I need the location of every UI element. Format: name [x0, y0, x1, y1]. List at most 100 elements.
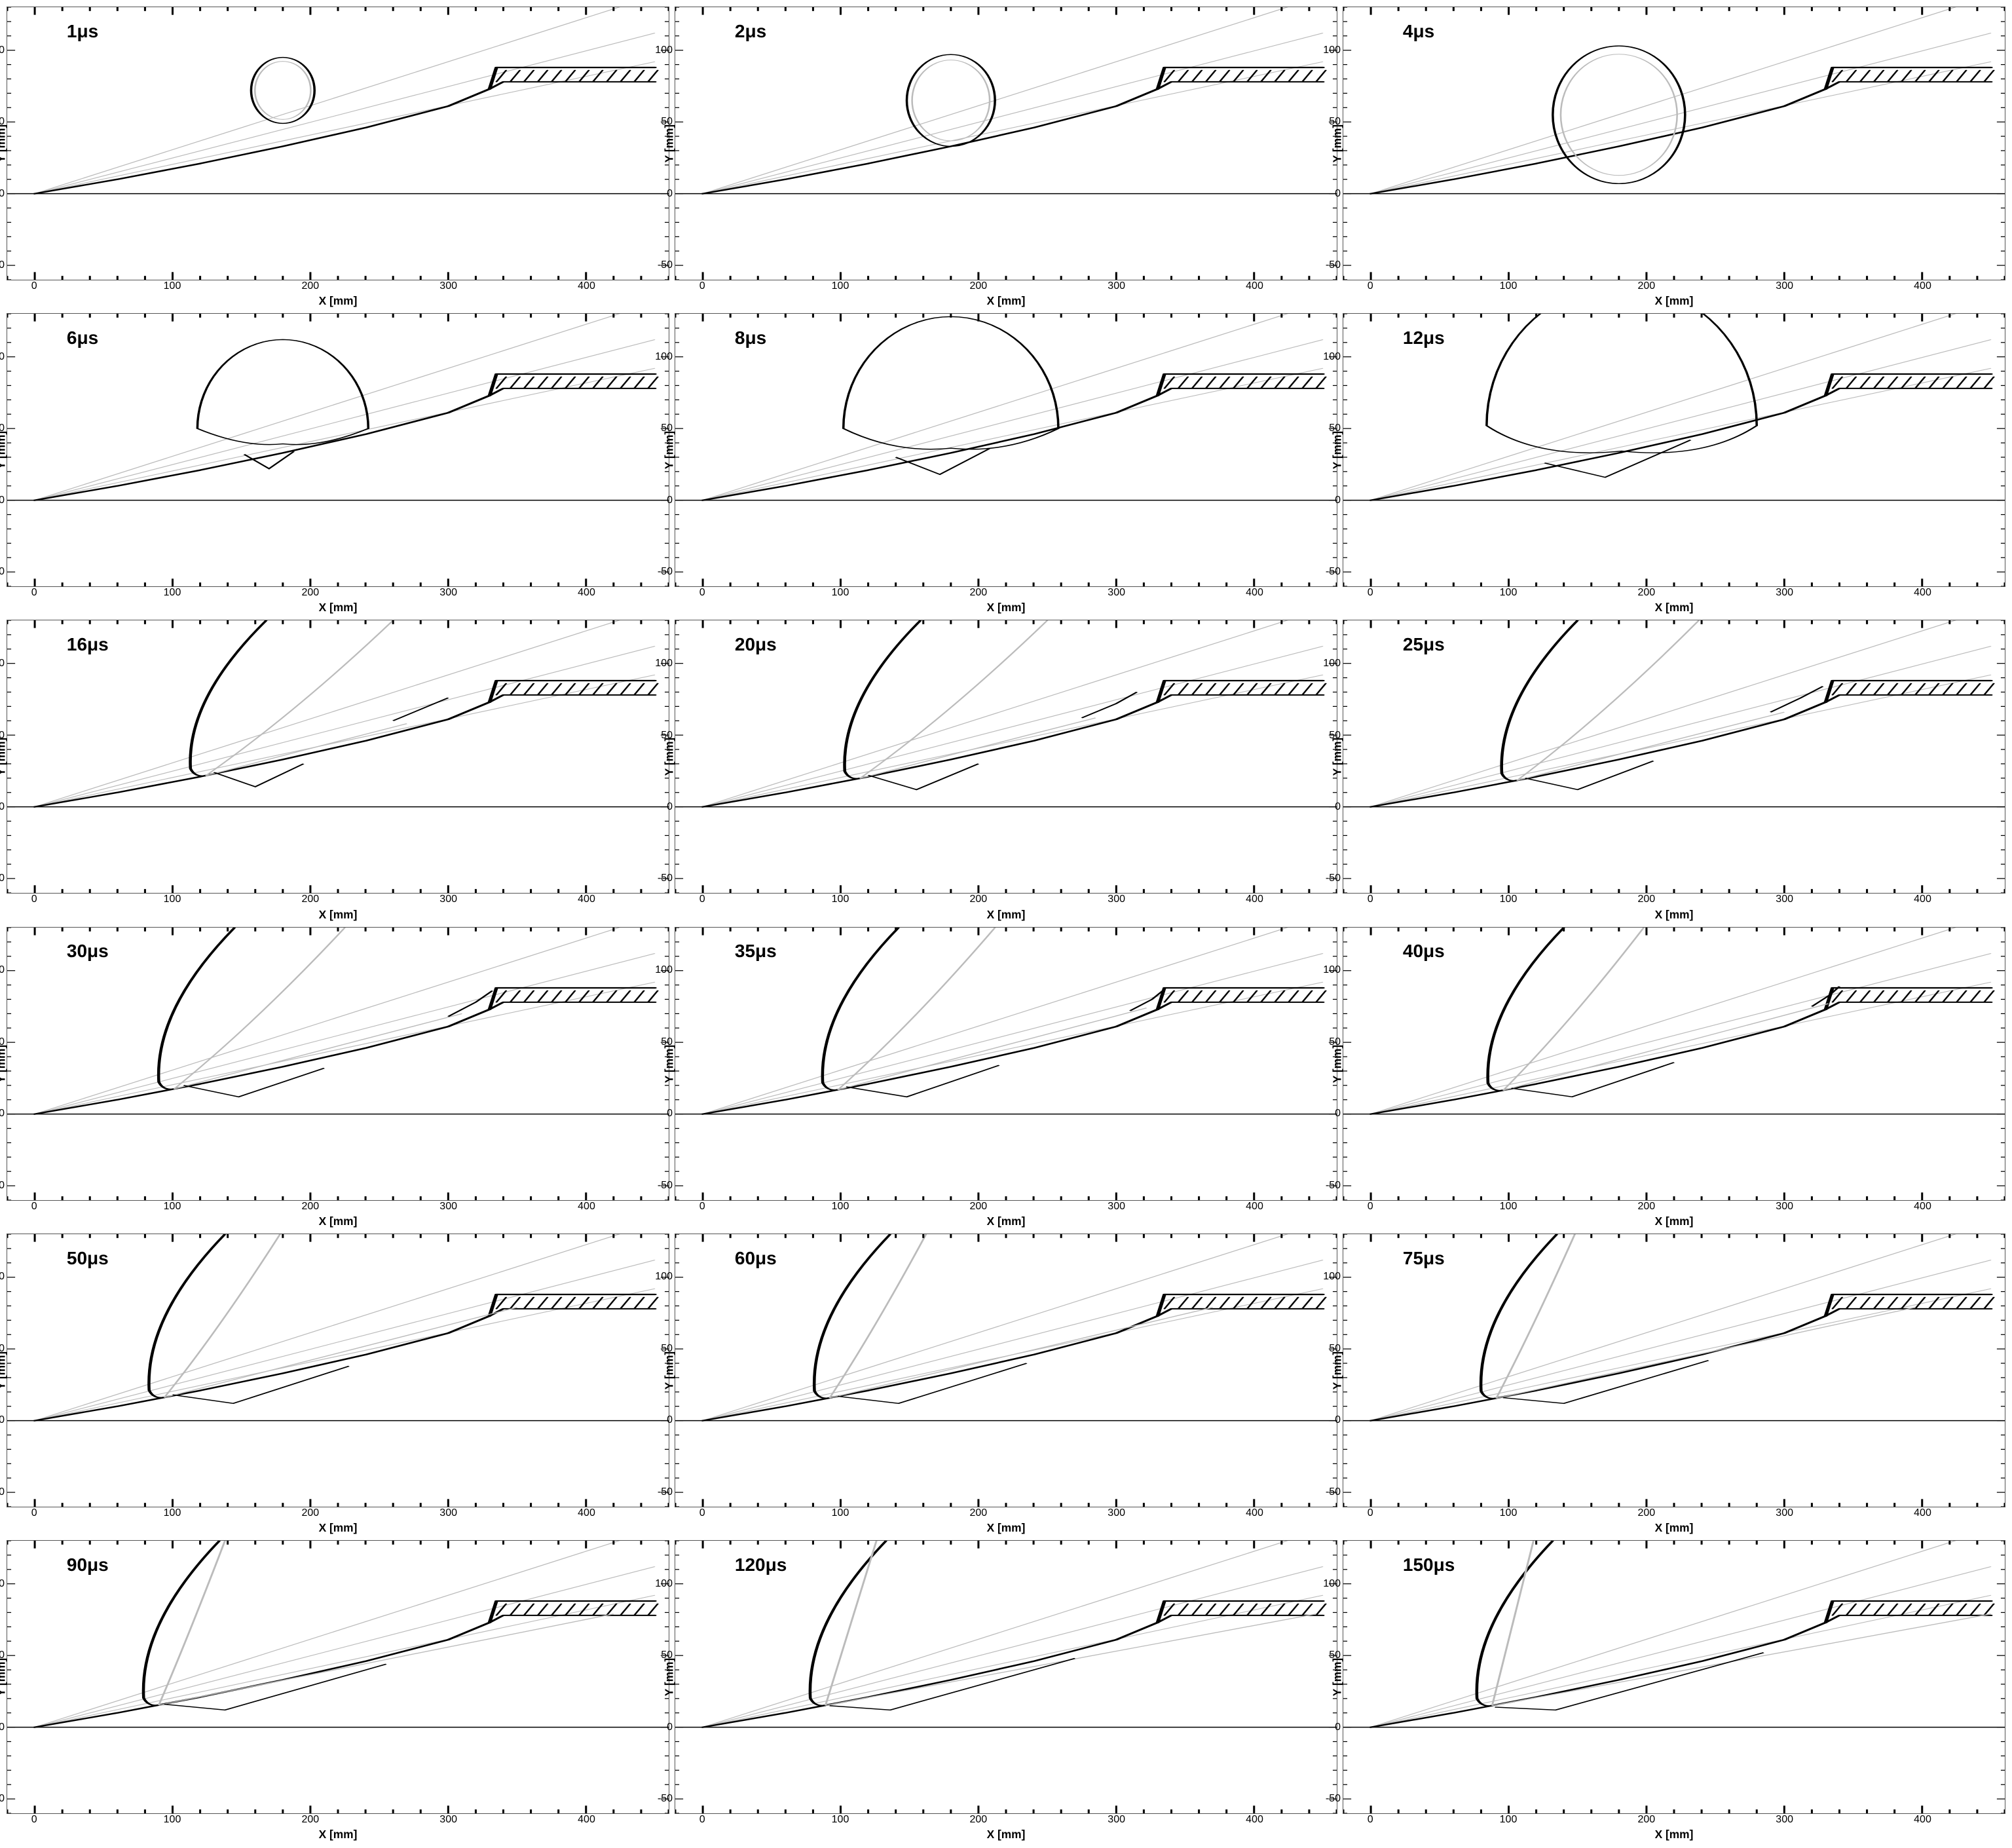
panel-1: 2μsY [mm]-500501000100200300400X [mm] — [675, 7, 1337, 308]
time-label: 25μs — [1403, 634, 1445, 655]
plot-area: 8μsY [mm]-50050100 — [675, 313, 1337, 587]
panel-17: 150μsY [mm]-500501000100200300400X [mm] — [1343, 1540, 2005, 1841]
y-axis-title: Y [mm] — [1331, 1044, 1345, 1082]
x-tick-label: 300 — [1108, 894, 1125, 905]
x-tick-label: 0 — [1368, 1814, 1373, 1826]
y-tick-label: 50 — [0, 1343, 5, 1355]
x-axis-title: X [mm] — [1343, 908, 2005, 922]
y-axis-title: Y [mm] — [1331, 1658, 1345, 1696]
y-axis-title: Y [mm] — [1331, 431, 1345, 469]
x-axis-title: X [mm] — [1343, 1215, 2005, 1228]
plot-area: 35μsY [mm]-50050100 — [675, 927, 1337, 1201]
x-tick-label: 100 — [832, 1201, 849, 1213]
y-tick-label: 50 — [661, 1036, 673, 1048]
y-tick-label: 100 — [0, 964, 5, 976]
x-tick-label: 300 — [1776, 280, 1793, 292]
x-tick-label: 100 — [164, 1814, 181, 1826]
y-tick-label: 0 — [667, 1722, 673, 1733]
y-tick-label: 50 — [1329, 1650, 1341, 1661]
time-label: 1μs — [67, 21, 98, 42]
x-tick-label: 0 — [699, 280, 705, 292]
time-label: 30μs — [67, 941, 109, 962]
panel-3: 6μsY [mm]-500501000100200300400X [mm] — [7, 313, 669, 614]
x-tick-label: 0 — [699, 894, 705, 905]
x-tick-label: 400 — [1246, 1507, 1263, 1519]
y-axis-title: Y [mm] — [663, 431, 677, 469]
time-label: 2μs — [735, 21, 766, 42]
x-tick-label: 300 — [439, 1814, 457, 1826]
y-tick-label: 50 — [661, 1650, 673, 1661]
x-tick-label: 300 — [439, 1201, 457, 1213]
y-tick-label: -50 — [658, 1486, 673, 1498]
x-tick-label: 200 — [301, 1507, 319, 1519]
plot-area: 25μsY [mm]-50050100 — [1343, 620, 2005, 894]
x-tick-label: 300 — [1776, 1201, 1793, 1213]
x-axis-title: X [mm] — [675, 601, 1337, 614]
plot-area: 4μsY [mm]-50050100 — [1343, 7, 2005, 280]
x-tick-label: 100 — [832, 1814, 849, 1826]
x-tick-label: 200 — [1637, 587, 1655, 599]
y-tick-label: 100 — [655, 964, 673, 976]
plot-area: 120μsY [mm]-50050100 — [675, 1540, 1337, 1814]
y-tick-label: 100 — [0, 1271, 5, 1283]
y-axis-title: Y [mm] — [1331, 1351, 1345, 1389]
panel-13: 60μsY [mm]-500501000100200300400X [mm] — [675, 1234, 1337, 1535]
y-tick-label: -50 — [658, 1793, 673, 1805]
x-tick-label: 200 — [969, 280, 987, 292]
panel-16: 120μsY [mm]-500501000100200300400X [mm] — [675, 1540, 1337, 1841]
panel-7: 20μsY [mm]-500501000100200300400X [mm] — [675, 620, 1337, 921]
x-tick-label: 300 — [1776, 1814, 1793, 1826]
figure-grid: 1μs Y [mm] -50 0 50 100 0 100 200 300 400 X [mm] 2μs… — [0, 0, 2012, 1848]
x-tick-label: 0 — [31, 280, 37, 292]
y-tick-label: 50 — [0, 730, 5, 742]
y-tick-label: -50 — [0, 1486, 5, 1498]
y-tick-label: 0 — [0, 1414, 5, 1426]
x-tick-label: 0 — [699, 587, 705, 599]
x-tick-label: 100 — [832, 587, 849, 599]
y-tick-label: 100 — [1323, 45, 1341, 56]
time-label: 16μs — [67, 634, 109, 655]
y-tick-label: -50 — [0, 873, 5, 884]
x-tick-label: 400 — [1914, 1507, 1931, 1519]
plot-area: 20μsY [mm]-50050100 — [675, 620, 1337, 894]
x-tick-label: 0 — [31, 1507, 37, 1519]
time-label: 4μs — [1403, 21, 1434, 42]
x-tick-label: 0 — [1368, 1201, 1373, 1213]
x-tick-label: 200 — [1637, 1814, 1655, 1826]
y-tick-label: -50 — [0, 1793, 5, 1805]
x-axis-title: X [mm] — [1343, 1521, 2005, 1535]
x-tick-label: 200 — [969, 1201, 987, 1213]
y-tick-label: 0 — [0, 495, 5, 506]
x-axis-title: X [mm] — [675, 908, 1337, 922]
x-axis-title: X [mm] — [7, 294, 669, 308]
x-tick-label: 300 — [1776, 1507, 1793, 1519]
x-tick-label: 100 — [164, 587, 181, 599]
time-label: 60μs — [735, 1248, 777, 1269]
time-label: 90μs — [67, 1555, 109, 1575]
x-axis-title: X [mm] — [1343, 601, 2005, 614]
x-tick-label: 200 — [969, 1814, 987, 1826]
x-axis-title: X [mm] — [7, 1215, 669, 1228]
panel-8: 25μsY [mm]-500501000100200300400X [mm] — [1343, 620, 2005, 921]
x-tick-label: 100 — [832, 280, 849, 292]
y-tick-label: 0 — [1335, 1414, 1341, 1426]
x-tick-label: 300 — [1108, 1814, 1125, 1826]
x-tick-label: 400 — [1246, 1814, 1263, 1826]
plot-area: 2μsY [mm]-50050100 — [675, 7, 1337, 280]
x-tick-label: 0 — [1368, 1507, 1373, 1519]
x-tick-label: 100 — [832, 894, 849, 905]
x-tick-label: 400 — [578, 1201, 595, 1213]
x-tick-label: 100 — [164, 1201, 181, 1213]
y-tick-label: 0 — [1335, 1108, 1341, 1120]
x-axis-title: X [mm] — [675, 1828, 1337, 1841]
x-tick-label: 400 — [1246, 587, 1263, 599]
y-tick-label: 50 — [661, 423, 673, 434]
panel-2: 4μsY [mm]-500501000100200300400X [mm] — [1343, 7, 2005, 308]
x-tick-label: 400 — [578, 1507, 595, 1519]
x-tick-label: 200 — [969, 587, 987, 599]
x-tick-label: 400 — [1246, 280, 1263, 292]
y-tick-label: -50 — [0, 259, 5, 271]
y-tick-label: 0 — [0, 188, 5, 200]
x-tick-label: 0 — [1368, 894, 1373, 905]
y-tick-label: 100 — [0, 45, 5, 56]
